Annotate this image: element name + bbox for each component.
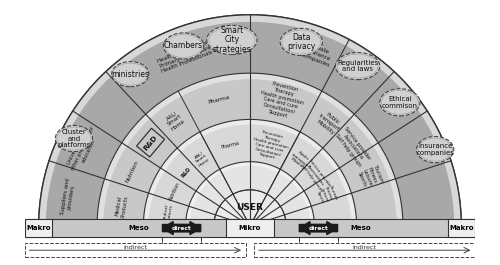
Bar [136, 128, 164, 157]
FancyArrow shape [300, 222, 338, 235]
Text: Pharma: Pharma [220, 141, 240, 150]
Text: Smart
City
strategies: Smart City strategies [212, 26, 251, 54]
FancyBboxPatch shape [24, 219, 475, 237]
Text: R&D: R&D [142, 134, 158, 151]
Ellipse shape [336, 52, 380, 80]
FancyBboxPatch shape [24, 243, 246, 257]
Text: R&D: R&D [180, 166, 192, 179]
FancyBboxPatch shape [226, 219, 274, 237]
Text: direct: direct [172, 226, 192, 231]
Text: Chambers: Chambers [164, 41, 203, 50]
Text: Prevention
Therapy
Health promotion
Care and cure
Consultation/
Support: Prevention Therapy Health promotion Care… [256, 79, 307, 121]
Text: Meso: Meso [351, 225, 372, 231]
Text: Insurance
companies: Insurance companies [416, 143, 454, 156]
Ellipse shape [112, 61, 149, 87]
Text: Meso: Meso [128, 225, 149, 231]
FancyArrow shape [162, 222, 200, 235]
Wedge shape [97, 73, 403, 226]
FancyArrow shape [162, 222, 200, 235]
Text: Service provider
Associations
Self help groups: Service provider Associations Self help … [300, 158, 332, 193]
Wedge shape [38, 15, 462, 226]
Ellipse shape [380, 89, 420, 116]
Text: Data
privacy: Data privacy [287, 33, 316, 51]
Text: Prevention
Therapy
Health promotion
Care and cure
Consultation/
Support: Prevention Therapy Health promotion Care… [250, 129, 290, 162]
Text: indirect: indirect [124, 245, 147, 250]
Text: AAL/
Smart
Home: AAL/ Smart Home [192, 149, 211, 168]
Text: Tourism
Fitness
Leisure
Sports: Tourism Fitness Leisure Sports [356, 163, 384, 189]
Text: Tourism
Fitness
Leisure
Sports: Tourism Fitness Leisure Sports [316, 184, 338, 205]
Text: Hospitals
Health Care Provider
Primary Health Care
Health Professionals: Hospitals Health Care Provider Primary H… [154, 34, 214, 75]
Ellipse shape [280, 28, 322, 56]
Text: direct: direct [308, 226, 328, 231]
Text: Ethical
commison: Ethical commison [382, 96, 418, 109]
Text: USER: USER [236, 204, 264, 213]
Text: Makro: Makro [450, 225, 474, 231]
Text: Public
transport
Mobility: Public transport Mobility [288, 149, 312, 171]
Text: Nutrition: Nutrition [168, 181, 181, 201]
FancyArrow shape [300, 222, 338, 235]
Ellipse shape [164, 33, 203, 59]
FancyBboxPatch shape [448, 219, 475, 237]
Text: Suppliers and
providers: Suppliers and providers [60, 178, 76, 216]
Wedge shape [186, 162, 314, 226]
Text: Private
insurance
companies: Private insurance companies [300, 42, 334, 68]
Wedge shape [97, 73, 403, 226]
Wedge shape [186, 162, 314, 226]
Wedge shape [144, 120, 356, 226]
Wedge shape [38, 15, 462, 226]
Text: AAL/
Smart
Home: AAL/ Smart Home [163, 109, 186, 132]
Text: Cluster
and
platforms: Cluster and platforms [58, 129, 90, 148]
FancyBboxPatch shape [254, 243, 476, 257]
Text: Regularities
and laws: Regularities and laws [337, 60, 378, 72]
Text: Medical
Products: Medical Products [114, 194, 129, 218]
Ellipse shape [416, 136, 454, 163]
Text: Pharma: Pharma [207, 95, 230, 105]
Text: Medical
Products: Medical Products [162, 203, 174, 223]
Text: ministries: ministries [112, 70, 150, 79]
Text: Public
transport
Mobility: Public transport Mobility [314, 109, 344, 137]
Wedge shape [214, 190, 286, 226]
Wedge shape [144, 120, 356, 226]
Ellipse shape [206, 25, 257, 55]
Ellipse shape [56, 125, 92, 152]
Text: Universities and
other providers for
education: Universities and other providers for edu… [66, 123, 101, 174]
Text: Mikro: Mikro [239, 225, 261, 231]
Text: indirect: indirect [353, 245, 376, 250]
FancyBboxPatch shape [24, 219, 52, 237]
Text: Service provider
Associations
Self help groups: Service provider Associations Self help … [334, 126, 372, 168]
Text: Nutrition: Nutrition [125, 159, 140, 183]
Text: Makro: Makro [26, 225, 50, 231]
